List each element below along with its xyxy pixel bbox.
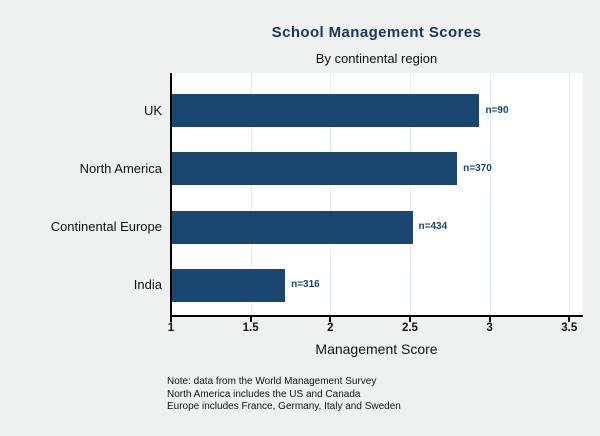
chart-title: School Management Scores (271, 24, 482, 41)
x-tick-label: 3 (486, 322, 493, 334)
x-tick-mark (488, 317, 491, 322)
bar-count-label: n=90 (485, 104, 509, 116)
bar-uk (172, 94, 480, 127)
category-label-india: India (133, 277, 162, 293)
x-tick-label: 1.5 (242, 322, 259, 334)
category-label-uk: UK (143, 102, 162, 118)
x-tick-mark (170, 317, 172, 322)
gridline (569, 73, 571, 315)
x-tick-label: 2.5 (401, 322, 418, 334)
x-tick-label: 1 (167, 322, 175, 334)
chart-subtitle: By continental region (315, 51, 438, 66)
source-notes: Note: data from the World Management Sur… (167, 376, 401, 414)
bar-count-label: n=370 (463, 162, 492, 174)
gridline (330, 73, 332, 315)
x-tick-mark (329, 317, 332, 322)
gridline (489, 73, 491, 315)
gridline (409, 73, 411, 315)
x-tick-label: 2 (327, 322, 334, 334)
bar-count-label: n=434 (418, 221, 448, 233)
bar-north-america (172, 152, 458, 186)
bar-india (172, 268, 286, 302)
x-tick-mark (568, 317, 571, 322)
category-label-continental-europe: Continental Europe (50, 219, 162, 235)
note-line: Note: data from the World Management Sur… (167, 376, 377, 387)
note-line: Europe includes France, Germany, Italy a… (167, 401, 401, 412)
note-line: North America includes the US and Canada (167, 388, 361, 400)
bar-count-label: n=316 (291, 279, 320, 291)
x-axis-title: Management Score (315, 341, 438, 357)
x-tick-mark (408, 317, 411, 322)
x-tick-label: 3.5 (561, 322, 578, 334)
gridline (250, 73, 252, 315)
bar-continental-europe (172, 210, 413, 244)
x-tick-mark (249, 317, 252, 322)
category-label-north-america: North America (79, 160, 162, 176)
plot-area: n=90 n=370 n=434 n=316 (170, 73, 583, 317)
